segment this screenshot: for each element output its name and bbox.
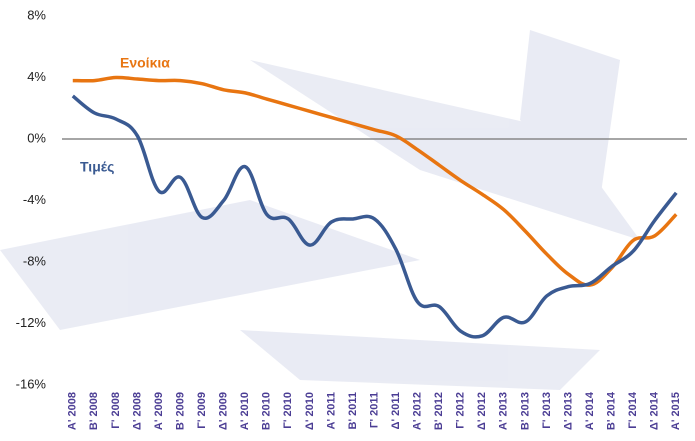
x-tick-label: Γ' 2013 [541, 392, 553, 429]
x-tick-label: Β' 2010 [261, 392, 273, 430]
x-tick-label: Α' 2015 [670, 392, 682, 430]
y-tick-label: 4% [27, 69, 46, 84]
x-tick-label: Α' 2009 [153, 392, 165, 430]
y-tick-label: -12% [16, 315, 47, 330]
x-tick-label: Γ' 2008 [110, 392, 122, 429]
x-tick-label: Γ' 2010 [282, 392, 294, 429]
series-line [71, 94, 678, 339]
x-tick-label: Α' 2012 [412, 392, 424, 430]
x-tick-label: Δ' 2010 [304, 392, 316, 430]
y-tick-label: 0% [27, 130, 46, 145]
x-tick-label: Δ' 2014 [649, 391, 661, 430]
x-tick-label: Α' 2011 [325, 392, 337, 429]
series-label: Ενοίκια [120, 55, 170, 71]
x-tick-label: Δ' 2012 [476, 392, 488, 430]
x-tick-label: Γ' 2014 [627, 391, 639, 429]
x-tick-label: Α' 2013 [498, 392, 510, 430]
x-tick-label: Γ' 2012 [455, 392, 467, 429]
x-tick-label: Δ' 2011 [390, 392, 402, 429]
x-tick-label: Δ' 2009 [218, 392, 230, 430]
x-tick-label: Δ' 2013 [562, 392, 574, 430]
x-tick-label: Α' 2014 [584, 391, 596, 430]
series-line [72, 75, 678, 287]
watermark [0, 30, 640, 390]
x-tick-label: Β' 2008 [88, 392, 100, 430]
series-label: Τιμές [80, 159, 114, 175]
y-tick-label: -16% [16, 376, 47, 391]
x-tick-label: Α' 2008 [67, 392, 79, 430]
x-tick-label: Β' 2014 [605, 391, 617, 430]
x-tick-label: Δ' 2008 [131, 392, 143, 430]
y-tick-label: -4% [23, 192, 47, 207]
y-tick-label: 8% [27, 7, 46, 22]
x-tick-label: Γ' 2011 [368, 392, 380, 428]
x-tick-label: Β' 2009 [174, 392, 186, 430]
x-tick-label: Γ' 2009 [196, 392, 208, 429]
y-tick-label: -8% [23, 253, 47, 268]
x-tick-label: Β' 2011 [347, 392, 359, 429]
x-tick-label: Α' 2010 [239, 392, 251, 430]
x-tick-label: Β' 2012 [433, 392, 445, 430]
x-tick-label: Β' 2013 [519, 392, 531, 430]
